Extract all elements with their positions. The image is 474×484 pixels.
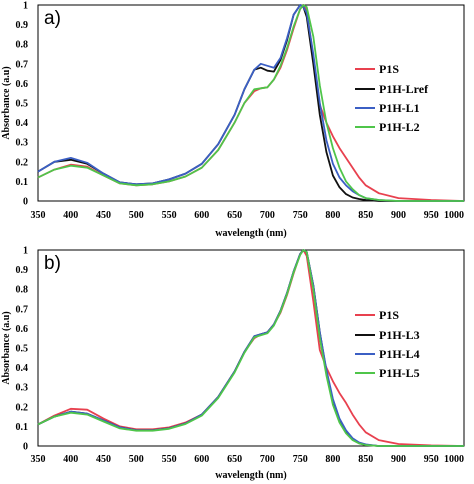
panel-a-x-tick: 500 (129, 210, 144, 221)
panel-a-x-tick: 750 (293, 210, 308, 221)
panel-a-series-group (37, 4, 465, 202)
panel-a-y-tick: 0.4 (16, 118, 29, 129)
panel-b-x-tick: 750 (293, 454, 308, 465)
panel-b-y-tick: 0.7 (16, 304, 29, 315)
panel-a-x-tick: 900 (391, 210, 406, 221)
panel-b-x-tick: 700 (260, 454, 275, 465)
legend-label-p1h-l3: P1H-L3 (379, 328, 420, 342)
legend-label-p1h-l4: P1H-L4 (379, 347, 420, 361)
panel-b-legend: P1S P1H-L3 P1H-L4 P1H-L5 (355, 308, 420, 380)
panel-b-x-tick: 850 (358, 454, 373, 465)
panel-b-x-tick: 900 (391, 454, 406, 465)
panel-a-legend: P1S P1H-Lref P1H-L1 P1H-L2 (355, 62, 429, 134)
panel-b-y-tick: 0.8 (16, 285, 29, 296)
panel-b-x-tick: 550 (162, 454, 177, 465)
panel-a-y-tick: 0.2 (16, 157, 29, 168)
panel-a-x-tick: 700 (260, 210, 275, 221)
panel-a-plot-frame (37, 4, 465, 202)
panel-a-y-ticks: 0 0.1 0.2 0.3 0.4 0.5 0.6 0.7 0.8 0.9 1 (16, 1, 29, 208)
legend-label-p1s: P1S (379, 308, 399, 322)
panel-a-x-tick: 800 (325, 210, 340, 221)
panel-b-x-tick: 450 (96, 454, 111, 465)
panel-b-x-tick: 1000 (444, 454, 464, 465)
panel-a-label: a) (44, 8, 61, 29)
panel-b-x-ticks: 350 400 450 500 550 600 650 700 750 800 … (31, 454, 465, 465)
panel-b-y-tick: 0 (23, 442, 28, 453)
panel-a-y-tick: 1 (23, 1, 28, 12)
panel-b-x-tick: 400 (63, 454, 78, 465)
panel-a-y-tick: 0.9 (16, 20, 29, 31)
panel-b-y-tick: 0.2 (16, 402, 29, 413)
panel-b-y-tick: 1 (23, 246, 28, 257)
panel-b-y-tick: 0.6 (16, 324, 29, 335)
panel-b-y-tick: 0.9 (16, 265, 29, 276)
panel-b-x-tick: 600 (194, 454, 209, 465)
panel-b-x-tick: 950 (424, 454, 439, 465)
panel-b-y-tick: 0.1 (16, 422, 29, 433)
panel-a-y-tick: 0.7 (16, 59, 29, 70)
panel-b-x-axis-title: wavelength (nm) (215, 470, 286, 481)
panel-a-y-tick: 0.8 (16, 40, 29, 51)
panel-b-series-line-p1h-l5 (37, 249, 464, 447)
panel-b: b) Absorbance (a.u) wavelength (nm) 0 0.… (1, 246, 465, 481)
panel-b-y-ticks: 0 0.1 0.2 0.3 0.4 0.5 0.6 0.7 0.8 0.9 1 (16, 246, 29, 453)
panel-b-y-tick: 0.4 (16, 363, 29, 374)
panel-b-label: b) (44, 253, 61, 274)
panel-a-x-tick: 650 (227, 210, 242, 221)
panel-a-y-tick: 0.1 (16, 177, 29, 188)
panel-a-y-tick: 0.3 (16, 138, 29, 149)
panel-a-x-axis-title: wavelength (nm) (215, 228, 286, 239)
legend-label-p1h-l1: P1H-L1 (379, 101, 420, 115)
panel-a-x-tick: 350 (31, 210, 46, 221)
panel-a-x-tick: 850 (358, 210, 373, 221)
panel-a-y-tick: 0 (23, 197, 28, 208)
panel-a-x-ticks: 350 400 450 500 550 600 650 700 750 800 … (31, 210, 465, 221)
panel-a-y-tick: 0.6 (16, 79, 29, 90)
panel-b-y-tick: 0.3 (16, 383, 29, 394)
panel-b-x-tick: 500 (129, 454, 144, 465)
panel-b-x-tick: 800 (325, 454, 340, 465)
panel-b-y-tick: 0.5 (16, 344, 29, 355)
panel-a-x-tick: 400 (63, 210, 78, 221)
panel-a-x-tick: 950 (424, 210, 439, 221)
panel-b-x-tick: 350 (31, 454, 46, 465)
panel-a-series-line-p1h-l1 (37, 4, 464, 202)
legend-label-p1h-l2: P1H-L2 (379, 120, 420, 134)
panel-a: a) Absorbance (a.u) wavelength (nm) 0 0.… (1, 1, 465, 239)
panel-a-x-tick: 600 (194, 210, 209, 221)
panel-a-series-line-p1h-l2 (37, 4, 464, 202)
legend-label-p1s: P1S (379, 62, 399, 76)
panel-a-x-tick: 1000 (444, 210, 464, 221)
legend-label-p1h-lref: P1H-Lref (379, 82, 429, 96)
panel-a-x-tick: 550 (162, 210, 177, 221)
panel-b-series-group (37, 249, 465, 447)
panel-b-x-tick: 650 (227, 454, 242, 465)
panel-b-plot-frame (37, 249, 465, 447)
panel-a-y-tick: 0.5 (16, 99, 29, 110)
panel-a-y-axis-title: Absorbance (a.u) (1, 66, 12, 139)
legend-label-p1h-l5: P1H-L5 (379, 366, 420, 380)
panel-b-y-axis-title: Absorbance (a.u) (1, 311, 12, 384)
panel-a-x-tick: 450 (96, 210, 111, 221)
